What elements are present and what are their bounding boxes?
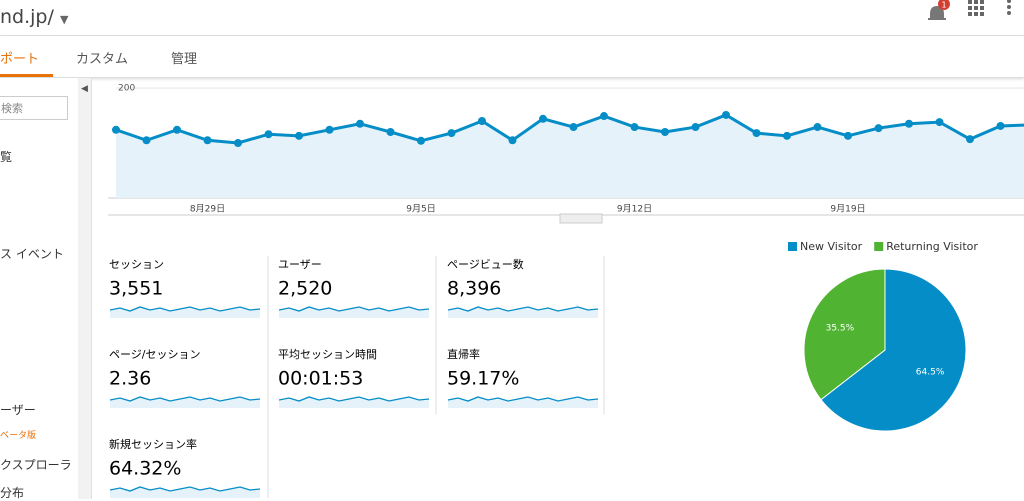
x-tick-label: 9月5日 [406, 204, 435, 215]
metric-value: 2,520 [278, 278, 332, 300]
tab[interactable]: カスタム [76, 52, 129, 67]
point [569, 123, 578, 132]
badge [938, 0, 950, 10]
sparkline [110, 486, 260, 498]
x-tick-label: 8月29日 [190, 204, 225, 215]
x-tick-label: 9月12日 [617, 204, 652, 215]
site-name[interactable]: nd.jp/ ▼ [0, 6, 69, 28]
x-tick-label: 9月19日 [830, 204, 865, 215]
point [539, 114, 547, 123]
metric-name: ページ/セッション [109, 348, 201, 361]
point [996, 121, 1005, 130]
point [234, 139, 242, 147]
beta-badge: ベータ版 [0, 431, 37, 441]
y-tick-label: 200 [118, 84, 135, 94]
metric-name: ページビュー数 [447, 258, 524, 271]
point [935, 118, 944, 127]
legend-swatch [874, 242, 884, 251]
point [691, 123, 700, 132]
point [203, 136, 212, 145]
point [142, 136, 151, 145]
point [447, 129, 456, 138]
chart-toggle[interactable] [559, 213, 603, 224]
metric-name: 新規セッション率 [109, 437, 197, 451]
point [783, 131, 791, 140]
nav-item[interactable]: 分布 [0, 486, 25, 500]
metric-value: 64.32% [109, 458, 181, 480]
point [173, 125, 181, 134]
metric-name: 直帰率 [447, 347, 480, 361]
legend-label: New Visitor [800, 240, 863, 253]
sparkline [279, 306, 429, 318]
point [874, 124, 883, 133]
badge-count: 1 [941, 1, 946, 10]
sparkline [279, 396, 429, 408]
point [722, 110, 730, 119]
tab-bar: ポート カスタム 管理 [0, 36, 1024, 78]
point [966, 135, 974, 144]
point [813, 123, 822, 132]
point [600, 112, 608, 121]
sparkline [448, 306, 598, 318]
pie-slice [803, 268, 886, 401]
nav-item[interactable]: ス イベント [0, 247, 64, 261]
site-url[interactable]: nd.jp/ [0, 6, 54, 28]
legend-swatch [788, 242, 797, 251]
sparkline [110, 306, 260, 318]
metric-value: 59.17% [447, 368, 519, 390]
nav-item[interactable]: 覧 [0, 150, 13, 164]
metric-value: 00:01:53 [278, 368, 363, 390]
pie-slice [820, 268, 967, 432]
area [116, 114, 1024, 198]
sparkline [110, 396, 260, 408]
menu-icon[interactable] [1007, 0, 1011, 15]
header-icons: 1 [928, 0, 1011, 20]
point [905, 119, 913, 128]
slice-label: 35.5% [826, 323, 855, 333]
metric-value: 3,551 [109, 278, 163, 300]
metric-name: セッション [109, 258, 164, 271]
point [325, 125, 334, 134]
metric-name: 平均セッション時間 [278, 348, 377, 361]
tab[interactable]: ポート [0, 52, 40, 67]
metric-value: 2.36 [109, 368, 151, 390]
point [630, 123, 639, 132]
header: nd.jp/ ▼ 1 [0, 0, 1024, 36]
collapse-bar[interactable]: ◀ [78, 78, 92, 499]
point [356, 119, 364, 128]
tab[interactable]: 管理 [171, 52, 198, 67]
legend-label: Returning Visitor [886, 240, 978, 253]
search-box[interactable]: 検索 [0, 96, 68, 120]
nav-item[interactable]: ーザー [0, 403, 36, 417]
point [478, 117, 486, 125]
point [112, 125, 120, 134]
point [417, 136, 425, 145]
active-tab-indicator [0, 74, 53, 77]
point [844, 131, 852, 140]
point [295, 131, 303, 140]
sparkline [448, 396, 598, 408]
slice-label: 64.5% [916, 368, 945, 378]
point [508, 136, 517, 145]
notifications-icon[interactable] [928, 6, 946, 20]
point [386, 128, 395, 136]
point [661, 128, 669, 136]
apps-icon[interactable] [968, 0, 984, 16]
point [264, 130, 273, 139]
nav-item[interactable]: クスプローラ [0, 458, 72, 472]
point [752, 129, 761, 138]
metric-value: 8,396 [447, 278, 501, 300]
metric-name: ユーザー [278, 258, 322, 271]
